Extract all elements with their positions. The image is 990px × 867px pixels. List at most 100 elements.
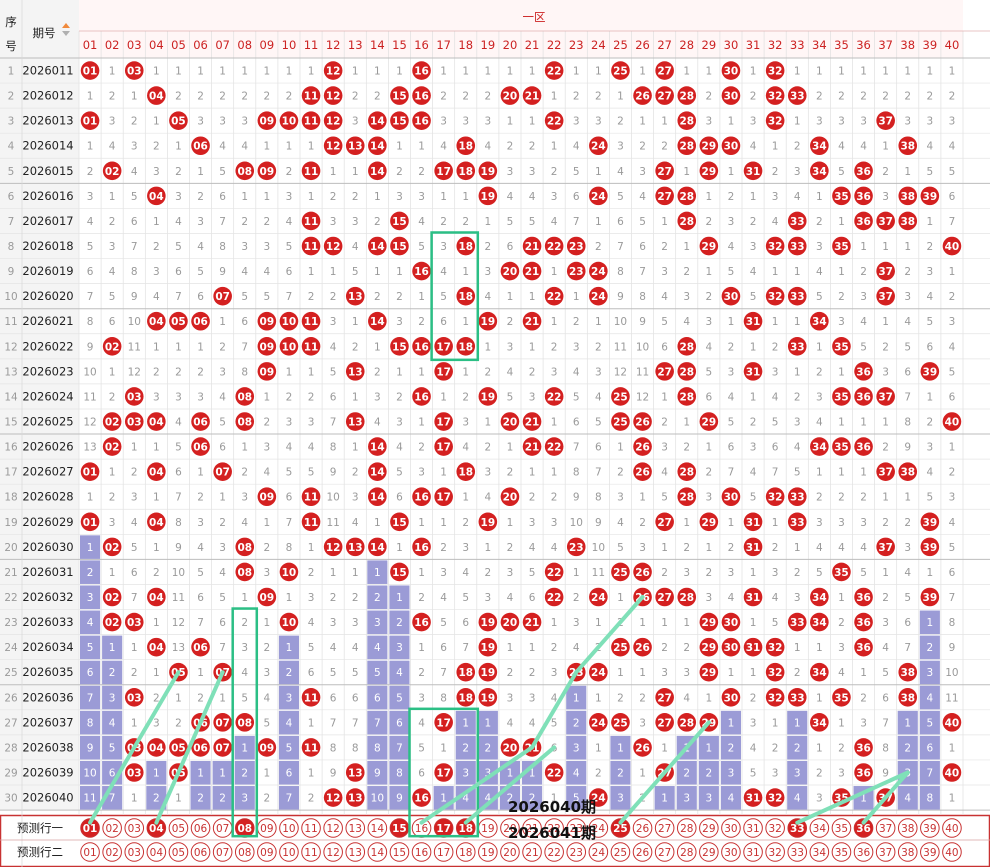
omission-bar-value: 1 bbox=[485, 717, 492, 729]
omission-value: 6 bbox=[286, 266, 293, 278]
omission-value: 7 bbox=[728, 467, 735, 479]
sort-icon[interactable] bbox=[62, 23, 70, 36]
omission-value: 3 bbox=[485, 467, 492, 479]
predict-row-1-ball bbox=[544, 818, 564, 838]
omission-value: 1 bbox=[462, 191, 469, 203]
seq-header-top: 序 bbox=[5, 15, 17, 29]
omission-bar bbox=[190, 760, 211, 785]
ball-number: 11 bbox=[304, 316, 319, 328]
omission-bar-value: 2 bbox=[87, 567, 94, 579]
omission-value: 4 bbox=[352, 642, 359, 654]
ball-number: 28 bbox=[679, 116, 694, 128]
ball-number: 36 bbox=[856, 617, 871, 629]
ball-number: 24 bbox=[591, 667, 606, 679]
omission-value: 7 bbox=[330, 417, 337, 429]
ball-18 bbox=[456, 337, 476, 356]
ball-27 bbox=[655, 61, 674, 80]
ball-20 bbox=[500, 738, 520, 757]
omission-bar-value: 2 bbox=[374, 592, 381, 604]
ball-08 bbox=[235, 562, 255, 582]
ball-10 bbox=[279, 111, 299, 130]
ball-11 bbox=[301, 236, 321, 256]
ball-number: 19 bbox=[481, 191, 496, 203]
omission-value: 8 bbox=[882, 742, 889, 754]
ball-number: 18 bbox=[458, 667, 473, 679]
ball-11 bbox=[301, 337, 321, 356]
ball-36 bbox=[854, 387, 873, 406]
omission-value: 1 bbox=[308, 717, 315, 729]
omission-value: 1 bbox=[750, 191, 757, 203]
ball-09 bbox=[257, 111, 277, 130]
omission-bar-value: 2 bbox=[485, 742, 492, 754]
omission-value: 5 bbox=[750, 291, 757, 303]
omission-value: 3 bbox=[639, 542, 646, 554]
omission-value: 2 bbox=[109, 216, 116, 228]
ball-number: 13 bbox=[348, 366, 363, 378]
omission-value: 1 bbox=[153, 216, 160, 228]
omission-value: 3 bbox=[573, 341, 580, 353]
omission-bar bbox=[455, 710, 476, 735]
omission-value: 5 bbox=[219, 166, 226, 178]
omission-value: 1 bbox=[904, 241, 911, 253]
omission-value: 1 bbox=[706, 66, 713, 78]
ball-06 bbox=[191, 412, 210, 431]
omission-bar-value: 1 bbox=[396, 592, 403, 604]
column-number-12: 12 bbox=[326, 38, 341, 52]
ball-number: 38 bbox=[900, 191, 915, 203]
omission-value: 2 bbox=[683, 442, 690, 454]
ball-06 bbox=[191, 437, 210, 456]
ball-28 bbox=[677, 186, 697, 206]
omission-value: 2 bbox=[683, 542, 690, 554]
omission-bar bbox=[367, 735, 388, 760]
omission-value: 2 bbox=[529, 366, 536, 378]
ball-number: 22 bbox=[547, 291, 562, 303]
omission-value: 4 bbox=[639, 191, 646, 203]
omission-value: 3 bbox=[617, 141, 624, 153]
ball-number: 25 bbox=[613, 417, 628, 429]
omission-bar-value: 2 bbox=[396, 617, 403, 629]
ball-15 bbox=[390, 86, 409, 105]
omission-value: 1 bbox=[949, 742, 956, 754]
omission-value: 5 bbox=[529, 567, 536, 579]
omission-value: 1 bbox=[750, 391, 757, 403]
ball-number: 16 bbox=[414, 793, 429, 805]
omission-value: 4 bbox=[573, 366, 580, 378]
omission-bar-value: 3 bbox=[286, 692, 293, 704]
predict-row-2-ball bbox=[699, 842, 719, 862]
ball-number: 14 bbox=[370, 442, 385, 454]
ball-number: 33 bbox=[790, 91, 805, 103]
omission-value: 1 bbox=[374, 66, 381, 78]
omission-value: 3 bbox=[639, 717, 646, 729]
omission-value: 1 bbox=[772, 517, 779, 529]
annotation-next-period: 2026041期 bbox=[508, 824, 596, 842]
omission-value: 1 bbox=[551, 793, 558, 805]
ball-21 bbox=[522, 412, 542, 431]
omission-value: 5 bbox=[949, 366, 956, 378]
ball-number: 27 bbox=[657, 366, 672, 378]
ball-04 bbox=[147, 186, 166, 206]
ball-number: 26 bbox=[635, 442, 650, 454]
omission-value: 3 bbox=[440, 567, 447, 579]
omission-value: 2 bbox=[927, 91, 934, 103]
omission-value: 1 bbox=[639, 667, 646, 679]
omission-value: 3 bbox=[838, 116, 845, 128]
ball-30 bbox=[721, 86, 741, 105]
column-number-36: 36 bbox=[856, 38, 871, 52]
ball-number: 37 bbox=[878, 542, 893, 554]
omission-bar bbox=[278, 685, 299, 710]
omission-bar-value: 1 bbox=[440, 793, 447, 805]
omission-value: 6 bbox=[330, 391, 337, 403]
omission-value: 1 bbox=[661, 216, 668, 228]
ball-27 bbox=[655, 587, 674, 607]
ball-number: 38 bbox=[900, 692, 915, 704]
omission-value: 2 bbox=[728, 341, 735, 353]
period-label: 2026025 bbox=[22, 415, 73, 429]
ball-number: 36 bbox=[856, 642, 871, 654]
omission-bar-value: 7 bbox=[87, 692, 94, 704]
predict-row-2-number: 14 bbox=[371, 847, 385, 859]
omission-value: 1 bbox=[595, 316, 602, 328]
omission-value: 1 bbox=[860, 417, 867, 429]
ball-number: 04 bbox=[149, 316, 164, 328]
omission-bar-value: 3 bbox=[109, 692, 116, 704]
omission-bar-value: 1 bbox=[87, 542, 94, 554]
